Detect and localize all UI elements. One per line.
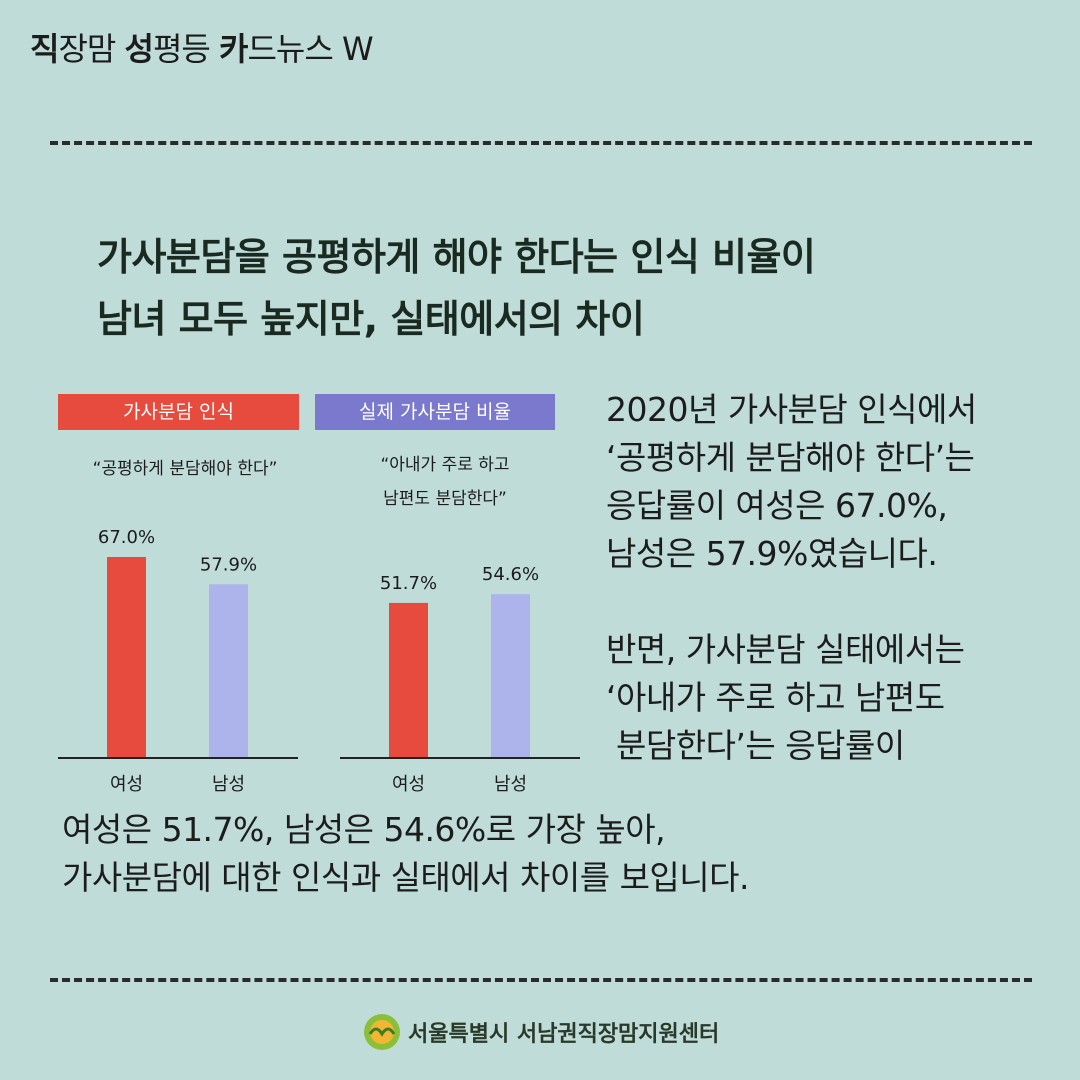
category-label: 여성	[110, 774, 143, 795]
category-label: 여성	[392, 774, 425, 795]
bottom-text-line: 여성은 51.7%, 남성은 54.6%로 가장 높아,	[62, 810, 666, 849]
chart-perception: 67.0% 여성 57.9% 남성	[58, 527, 298, 795]
bottom-text: 여성은 51.7%, 남성은 54.6%로 가장 높아, 가사분담에 대한 인식…	[62, 806, 750, 902]
brand-rest-1: 장맘	[58, 30, 125, 68]
side-text-spacer	[606, 578, 977, 626]
side-text-line: 남성은 57.9%였습니다.	[606, 534, 938, 573]
data-label: 67.0%	[98, 527, 155, 548]
bar-charts: 67.0% 여성 57.9% 남성 51.7% 여성 54.6% 남성	[58, 527, 580, 795]
top-divider	[50, 141, 1032, 145]
bottom-divider	[50, 978, 1032, 982]
side-text-line: ‘공평하게 분담해야 한다’는	[606, 438, 975, 477]
brand-bold-3: 카	[219, 30, 248, 68]
bar-male	[491, 594, 530, 758]
headline-line-1: 가사분담을 공평하게 해야 한다는 인식 비율이	[97, 235, 816, 279]
headline: 가사분담을 공평하게 해야 한다는 인식 비율이 남녀 모두 높지만, 실태에서…	[97, 226, 816, 350]
bar-female	[107, 557, 146, 758]
brand-rest-3: 드뉴스 W	[247, 30, 373, 68]
legend-perception: 가사분담 인식	[58, 394, 299, 430]
side-text: 2020년 가사분담 인식에서 ‘공평하게 분담해야 한다’는 응답률이 여성은…	[606, 386, 977, 770]
quote-actual-line-2: 남편도 분담한다”	[383, 489, 507, 509]
data-label: 57.9%	[200, 554, 257, 575]
chart-actual: 51.7% 여성 54.6% 남성	[340, 564, 580, 795]
brand-bold-2: 성	[124, 30, 154, 68]
legend-actual: 실제 가사분담 비율	[315, 394, 555, 430]
side-text-line: ‘아내가 주로 하고 남편도	[606, 678, 945, 717]
brand-bold-1: 직	[30, 30, 59, 68]
data-label: 51.7%	[380, 573, 437, 594]
quote-actual-line-1: “아내가 주로 하고	[380, 455, 510, 475]
footer-org-name: 서울특별시 서남권직장맘지원센터	[408, 1022, 720, 1047]
brand-rest-2: 평등	[152, 30, 220, 68]
side-text-line: 응답률이 여성은 67.0%,	[606, 486, 948, 525]
bottom-text-line: 가사분담에 대한 인식과 실태에서 차이를 보입니다.	[62, 858, 750, 897]
data-label: 54.6%	[482, 564, 539, 585]
category-label: 남성	[212, 774, 245, 795]
bar-male	[209, 584, 248, 758]
side-text-line: 2020년 가사분담 인식에서	[606, 390, 977, 429]
headline-line-2: 남녀 모두 높지만, 실태에서의 차이	[97, 297, 645, 341]
brand-title: 직장맘 성평등 카드뉴스 W	[30, 24, 374, 70]
side-text-line: 반면, 가사분담 실태에서는	[606, 630, 965, 669]
footer: 서울특별시 서남권직장맘지원센터	[362, 1012, 719, 1052]
bar-female	[389, 602, 428, 758]
quote-perception: “공평하게 분담해야 한다”	[92, 459, 278, 479]
category-label: 남성	[494, 774, 527, 795]
side-text-line: 분담한다’는 응답률이	[606, 726, 905, 765]
center-logo-icon	[364, 1014, 400, 1050]
